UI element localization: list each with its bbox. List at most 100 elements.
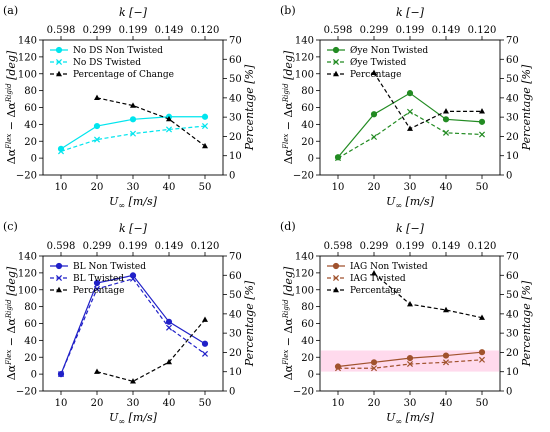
y2-axis-label: Percentage [%] — [243, 280, 256, 367]
legend-label: Øye Non Twisted — [350, 45, 428, 56]
legend-label: No DS Non Twisted — [73, 46, 163, 56]
legend-label: BL Non Twisted — [73, 262, 146, 272]
series-line — [60, 278, 206, 375]
y-tick-label: 60 — [24, 103, 37, 114]
legend-label: Percentage — [350, 70, 402, 80]
y2-tick-label: 70 — [506, 252, 519, 263]
legend-marker — [55, 58, 63, 66]
panel-d: (d) k [−] 10 0.598 20 0.299 30 0.199 40 0.149 50 0.… — [280, 220, 533, 426]
x-axis-label: U∞ [m/s] — [109, 195, 158, 210]
panel-label: (b) — [280, 4, 296, 17]
data-point — [57, 371, 65, 378]
data-point — [166, 115, 172, 122]
data-point — [442, 116, 450, 123]
y-tick-label: 120 — [18, 52, 37, 63]
panel-label: (c) — [3, 220, 18, 233]
data-point — [130, 378, 136, 384]
y2-tick-label: 20 — [506, 132, 519, 143]
y2-tick-label: 30 — [506, 329, 519, 340]
y2-tick-label: 60 — [229, 55, 242, 66]
y2-tick-label: 40 — [229, 309, 242, 320]
legend-marker — [56, 286, 62, 293]
data-point — [478, 131, 486, 138]
data-point — [478, 118, 486, 125]
top-tick-label: 0.598 — [324, 241, 353, 252]
x-axis-label: U∞ [m/s] — [386, 411, 435, 426]
data-point — [165, 324, 173, 331]
data-point — [202, 316, 208, 322]
data-point — [442, 129, 450, 136]
x-tick-label: 20 — [91, 182, 104, 193]
top-axis-label: k [−] — [396, 222, 425, 235]
top-tick-label: 0.299 — [360, 241, 389, 252]
top-tick-label: 0.120 — [191, 241, 220, 252]
y2-tick-label: 0 — [506, 387, 512, 398]
y2-axis-label: Percentage [%] — [520, 64, 533, 151]
legend: No DS Non Twisted No DS Twisted Percentage… — [50, 46, 174, 80]
data-point — [407, 125, 413, 131]
legend-label: Percentage — [73, 286, 125, 296]
y2-tick-label: 50 — [506, 74, 519, 85]
y2-tick-label: 20 — [506, 348, 519, 359]
top-tick-label: 0.598 — [47, 241, 76, 252]
y-tick-label: 120 — [295, 52, 314, 63]
y-tick-label: 140 — [18, 36, 37, 47]
y-tick-label: 20 — [301, 353, 314, 364]
data-point — [201, 350, 209, 357]
y2-tick-label: 30 — [506, 113, 519, 124]
top-tick-label: 0.120 — [468, 25, 497, 36]
y2-tick-label: 10 — [229, 367, 242, 378]
data-point — [334, 365, 342, 372]
x-tick-label: 30 — [127, 182, 140, 193]
x-tick-label: 10 — [55, 398, 68, 409]
series-1 — [334, 90, 486, 161]
y2-tick-label: 40 — [229, 93, 242, 104]
data-point — [201, 340, 209, 347]
x-tick-label: 30 — [404, 398, 417, 409]
data-point — [406, 360, 414, 368]
series-3 — [94, 316, 208, 384]
y-tick-label: 40 — [24, 336, 37, 347]
y-tick-label: −20 — [16, 171, 37, 182]
y2-tick-label: 10 — [506, 367, 519, 378]
legend-marker — [333, 286, 339, 293]
y-tick-label: 0 — [308, 370, 314, 381]
x-tick-label: 50 — [476, 182, 489, 193]
y2-tick-label: 10 — [506, 151, 519, 162]
y2-tick-label: 20 — [229, 132, 242, 143]
y-tick-label: 60 — [301, 319, 314, 330]
data-point — [406, 108, 414, 115]
data-point — [93, 136, 101, 143]
data-point — [202, 142, 208, 149]
y-tick-label: 20 — [301, 137, 314, 148]
y-tick-label: 40 — [301, 336, 314, 347]
x-tick-label: 10 — [55, 182, 68, 193]
y-tick-label: 80 — [24, 86, 37, 97]
x-tick-label: 40 — [163, 398, 176, 409]
y-tick-label: 60 — [301, 103, 314, 114]
data-point — [479, 314, 485, 320]
data-point — [370, 365, 378, 372]
y-tick-label: 40 — [24, 120, 37, 131]
y-tick-label: −20 — [293, 387, 314, 398]
x-tick-label: 30 — [127, 398, 140, 409]
y-tick-label: 80 — [24, 302, 37, 313]
y-tick-label: 120 — [18, 268, 37, 279]
data-point — [478, 349, 486, 356]
y-tick-label: 60 — [24, 319, 37, 330]
data-point — [334, 155, 342, 162]
series-line — [96, 97, 206, 147]
x-tick-label: 10 — [332, 182, 345, 193]
x-tick-label: 40 — [440, 182, 453, 193]
x-tick-label: 40 — [163, 182, 176, 193]
data-point — [370, 134, 378, 141]
data-point — [129, 275, 137, 282]
legend-label: Percentage — [350, 286, 402, 296]
legend: IAG Non Twisted IAG Twisted Percentage — [327, 262, 428, 296]
y-tick-label: −20 — [293, 171, 314, 182]
legend-marker — [333, 70, 339, 77]
x-axis-label: U∞ [m/s] — [386, 195, 435, 210]
legend-marker — [332, 262, 340, 270]
top-tick-label: 0.149 — [155, 25, 184, 36]
x-tick-label: 50 — [476, 398, 489, 409]
